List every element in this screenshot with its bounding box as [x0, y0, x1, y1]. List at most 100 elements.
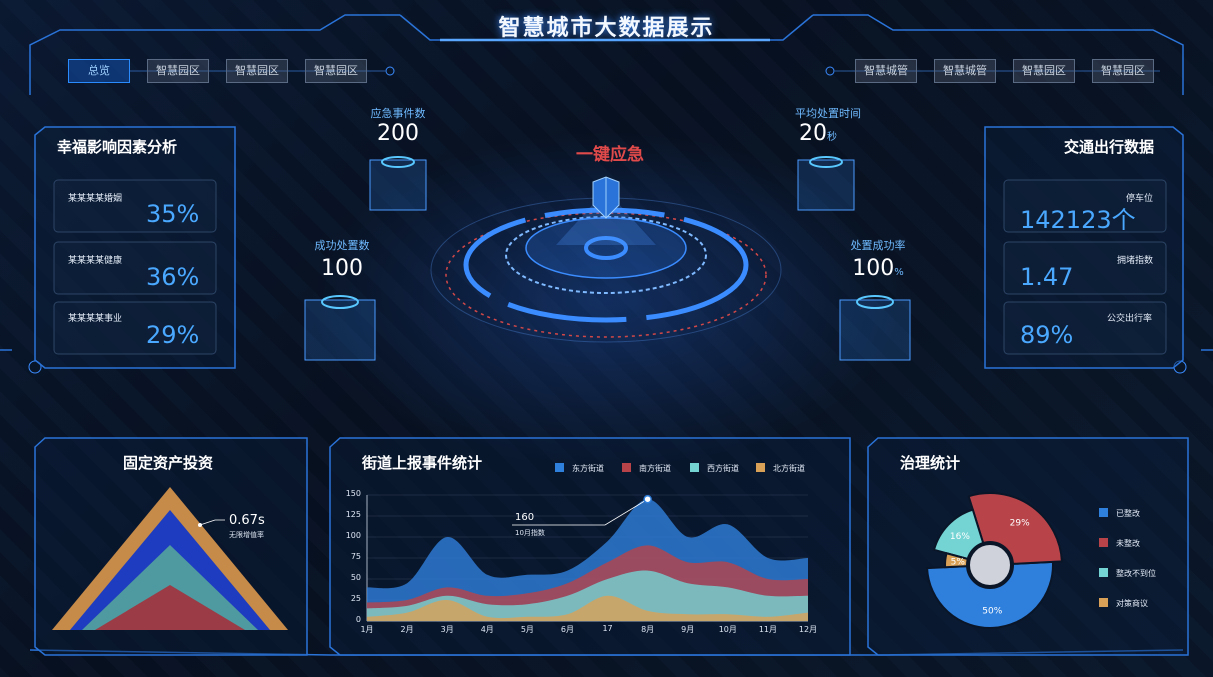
- x-tick-label: 11月: [758, 625, 777, 634]
- legend-label: 西方街道: [707, 464, 739, 473]
- traffic-title: 交通出行数据: [1064, 138, 1155, 156]
- y-tick-label: 0: [355, 615, 361, 624]
- legend-label: 未整改: [1116, 539, 1140, 548]
- happiness-value-health: 36%: [146, 263, 200, 291]
- y-tick-label: 50: [350, 573, 361, 582]
- legend-label: 对策商议: [1116, 599, 1148, 608]
- traffic-label-bus-rate: 公交出行率: [1107, 314, 1153, 324]
- avg-time-unit: 秒: [827, 132, 837, 143]
- fixed-asset-annotation-value: 0.67s: [229, 513, 265, 528]
- street-chart-title: 街道上报事件统计: [362, 454, 483, 472]
- traffic-label-congestion: 拥堵指数: [1117, 256, 1154, 266]
- page-title: 智慧城市大数据展示: [498, 16, 715, 41]
- tab-smart-park-3[interactable]: 智慧园区: [305, 59, 367, 83]
- y-tick-label: 150: [345, 489, 361, 498]
- pie-slice-label: 5%: [951, 558, 966, 568]
- legend-item[interactable]: 西方街道: [690, 463, 739, 474]
- tab-smart-park-1[interactable]: 智慧园区: [147, 59, 209, 83]
- x-tick-label: 2月: [400, 625, 414, 634]
- annotation-marker: [643, 494, 652, 504]
- legend-item[interactable]: 北方街道: [756, 463, 805, 474]
- pie-slice-label: 16%: [950, 532, 970, 542]
- fixed-asset-annotation-label: 无限增值率: [229, 531, 264, 539]
- governance-title: 治理统计: [900, 454, 961, 472]
- success-rate-unit: %: [894, 267, 904, 278]
- cube-label-events: 应急事件数: [370, 107, 426, 120]
- street-annotation-value: 160: [515, 512, 535, 523]
- y-tick-label: 100: [345, 531, 361, 540]
- pie-slice-label: 50%: [982, 606, 1002, 616]
- cube-value-success-count: 100: [321, 256, 363, 281]
- tab-smart-park-5[interactable]: 智慧园区: [1092, 59, 1154, 83]
- happiness-value-career: 29%: [146, 321, 200, 349]
- tab-smart-park-2[interactable]: 智慧园区: [226, 59, 288, 83]
- legend-label: 整改不到位: [1116, 569, 1156, 578]
- legend-label: 北方街道: [773, 464, 805, 473]
- x-tick-label: 8月: [641, 625, 655, 634]
- tab-overview[interactable]: 总览: [68, 59, 130, 83]
- cube-label-avg-time: 平均处置时间: [795, 107, 861, 120]
- tab-smart-park-4[interactable]: 智慧园区: [1013, 59, 1075, 83]
- x-tick-label: 9月: [681, 625, 695, 634]
- pie-slice-label: 29%: [1010, 519, 1030, 529]
- happiness-label-marriage: 某某某某婚姻: [68, 194, 123, 204]
- series-area-3: [367, 595, 808, 621]
- tab-smart-city-2[interactable]: 智慧城管: [934, 59, 996, 83]
- legend-swatch: [756, 463, 765, 472]
- pie-legend-item[interactable]: 整改不到位: [1099, 568, 1156, 579]
- pie-center-hole: [966, 541, 1014, 589]
- happiness-label-health: 某某某某健康: [68, 256, 123, 266]
- tab-smart-city-1[interactable]: 智慧城管: [855, 59, 917, 83]
- y-tick-label: 75: [350, 552, 361, 561]
- cube-value-events: 200: [377, 121, 419, 146]
- legend-item[interactable]: 南方街道: [622, 463, 671, 474]
- happiness-title: 幸福影响因素分析: [57, 138, 178, 156]
- legend-swatch: [1099, 508, 1108, 517]
- street-annotation-label: 10月指数: [515, 529, 545, 537]
- series-area-2: [367, 570, 808, 621]
- pie-legend-item[interactable]: 未整改: [1099, 538, 1140, 549]
- legend-swatch: [1099, 538, 1108, 547]
- legend-item[interactable]: 东方街道: [555, 463, 604, 474]
- traffic-value-congestion: 1.47: [1020, 263, 1074, 291]
- emergency-button[interactable]: 一键应急: [576, 145, 644, 165]
- fixed-asset-title: 固定资产投资: [123, 454, 214, 472]
- avg-time-number: 20: [799, 121, 827, 146]
- x-tick-label: 17: [602, 624, 613, 633]
- x-tick-label: 10月: [718, 625, 737, 634]
- legend-swatch: [622, 463, 631, 472]
- legend-label: 南方街道: [639, 464, 671, 473]
- legend-swatch: [690, 463, 699, 472]
- x-tick-label: 4月: [480, 625, 494, 634]
- legend-label: 已整改: [1116, 509, 1140, 518]
- traffic-value-parking: 142123个: [1020, 206, 1136, 234]
- x-tick-label: 12月: [798, 625, 818, 634]
- pie-legend-item[interactable]: 已整改: [1099, 508, 1140, 519]
- cube-value-success-rate: 100%: [818, 256, 938, 281]
- cube-label-success-count: 成功处置数: [314, 239, 370, 252]
- cube-label-success-rate: 处置成功率: [850, 239, 906, 252]
- traffic-label-parking: 停车位: [1126, 194, 1154, 204]
- legend-label: 东方街道: [572, 464, 604, 473]
- legend-swatch: [1099, 598, 1108, 607]
- legend-swatch: [555, 463, 564, 472]
- happiness-value-marriage: 35%: [146, 200, 200, 228]
- cube-value-avg-time: 20秒: [758, 121, 878, 146]
- pie-slice[interactable]: [926, 560, 1054, 629]
- x-tick-label: 6月: [560, 625, 574, 634]
- y-tick-label: 25: [350, 594, 361, 603]
- legend-swatch: [1099, 568, 1108, 577]
- x-tick-label: 5月: [520, 625, 534, 634]
- traffic-value-bus-rate: 89%: [1020, 321, 1074, 349]
- happiness-label-career: 某某某某事业: [68, 314, 123, 324]
- pie-legend-item[interactable]: 对策商议: [1099, 598, 1148, 609]
- y-tick-label: 125: [345, 510, 361, 519]
- x-tick-label: 3月: [440, 625, 454, 634]
